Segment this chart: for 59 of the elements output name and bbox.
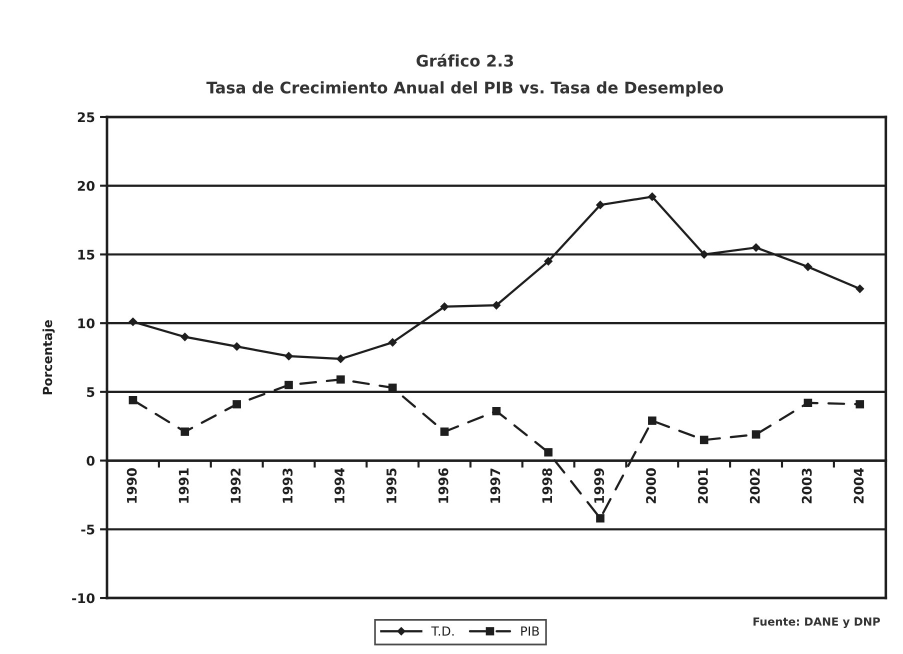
point bbox=[752, 243, 760, 252]
x-tick-label: 2000 bbox=[646, 468, 656, 504]
x-tick-label: 2003 bbox=[802, 468, 812, 504]
point bbox=[492, 301, 501, 310]
y-tick-label: 0 bbox=[86, 456, 95, 466]
point bbox=[596, 200, 604, 210]
point bbox=[700, 250, 708, 259]
legend-label: PIB bbox=[521, 626, 539, 636]
point bbox=[284, 352, 293, 360]
x-tick-label: 1999 bbox=[594, 468, 604, 503]
point bbox=[440, 302, 449, 311]
point bbox=[648, 192, 656, 201]
x-tick-label: 1995 bbox=[386, 468, 396, 503]
x-tick-label: 1994 bbox=[334, 468, 344, 503]
x-tick-label: 1996 bbox=[438, 468, 448, 503]
x-tick-label: 2001 bbox=[698, 468, 708, 504]
point bbox=[336, 375, 345, 384]
x-tick-label: 1991 bbox=[178, 468, 189, 503]
point bbox=[856, 284, 864, 293]
y-tick-label: 20 bbox=[78, 180, 95, 191]
x-tick-label: 1997 bbox=[490, 468, 500, 503]
legend-label: T.D. bbox=[431, 626, 454, 636]
point bbox=[700, 436, 708, 444]
y-axis-title: Porcentaje bbox=[42, 320, 55, 394]
point bbox=[128, 318, 138, 326]
point bbox=[336, 354, 345, 364]
y-tick-label: 5 bbox=[87, 387, 94, 398]
point bbox=[232, 342, 241, 351]
point bbox=[180, 332, 190, 342]
y-tick-label: 15 bbox=[78, 250, 94, 260]
point bbox=[752, 430, 760, 439]
point bbox=[544, 257, 552, 266]
x-tick-label: 1990 bbox=[126, 468, 137, 503]
x-tick-label: 1998 bbox=[542, 468, 552, 503]
point bbox=[596, 514, 604, 522]
chart-title: Gráfico 2.3 bbox=[416, 54, 514, 67]
point bbox=[128, 396, 138, 404]
point bbox=[180, 428, 190, 436]
x-tick-label: 1992 bbox=[230, 468, 241, 503]
x-tick-label: 1993 bbox=[282, 468, 293, 503]
point bbox=[648, 416, 656, 425]
point bbox=[856, 400, 864, 408]
y-tick-label: -5 bbox=[81, 524, 94, 534]
point bbox=[388, 338, 397, 347]
point bbox=[440, 428, 449, 436]
point bbox=[804, 398, 812, 408]
point bbox=[804, 262, 812, 271]
point bbox=[284, 380, 293, 390]
y-tick-label: 25 bbox=[78, 112, 94, 122]
x-tick-label: 2002 bbox=[750, 468, 760, 504]
x-tick-label: 2004 bbox=[854, 468, 864, 504]
y-tick-label: -10 bbox=[72, 593, 95, 604]
point bbox=[544, 448, 553, 457]
y-tick-label: 10 bbox=[78, 318, 95, 328]
point bbox=[388, 384, 397, 392]
point bbox=[232, 400, 241, 408]
point bbox=[492, 406, 501, 416]
chart-subtitle: Tasa de Crecimiento Anual del PIB vs. Tasa de Desempleo bbox=[206, 81, 724, 97]
source-note: Fuente: DANE y DNP bbox=[754, 617, 880, 628]
